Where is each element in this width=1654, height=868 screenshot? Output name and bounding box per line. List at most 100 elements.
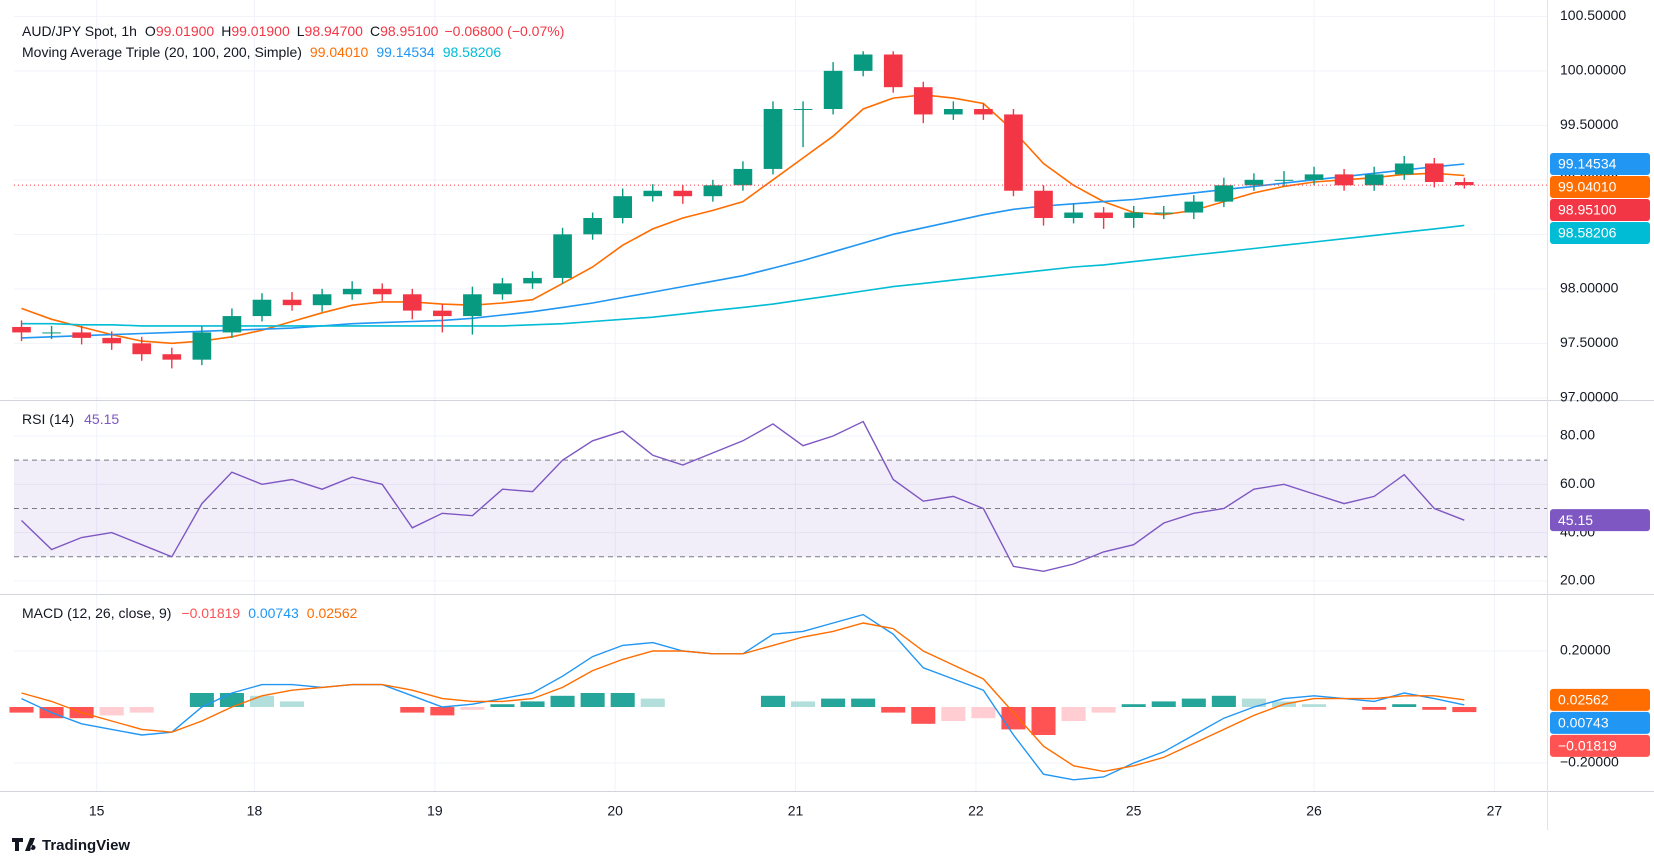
candle-body <box>1455 182 1474 186</box>
quote-value: 99.01900 <box>231 23 290 39</box>
axis-value-label: 98.95100 <box>1558 202 1617 218</box>
candle-body <box>523 277 542 284</box>
candle-body <box>1424 163 1444 183</box>
macd-histogram-bar <box>1452 707 1477 713</box>
candle-body <box>703 185 723 197</box>
candle-body <box>1364 174 1384 186</box>
candle-body <box>282 299 302 306</box>
candle-body <box>1334 174 1354 186</box>
macd-legend-value: 0.02562 <box>307 605 358 621</box>
candle-body <box>883 54 903 88</box>
axis-value-box <box>1550 688 1650 711</box>
rsi-legend: RSI (14) 45.15 <box>22 411 119 427</box>
rsi-legend-value: 45.15 <box>84 411 119 427</box>
candle-body <box>132 343 152 355</box>
ma-legend: Moving Average Triple (20, 100, 200, Sim… <box>22 44 501 60</box>
candle-body <box>222 316 242 333</box>
macd-histogram-bar <box>189 693 214 707</box>
axis-value-box <box>1550 221 1650 244</box>
macd-histogram-bar <box>610 693 635 707</box>
macd-histogram-bar <box>821 698 846 707</box>
y-tick-label: −0.20000 <box>1560 754 1619 770</box>
quote-change: −0.06800 (−0.07%) <box>444 23 564 39</box>
macd-histogram-bar <box>1151 701 1176 707</box>
axis-value-box <box>1550 175 1650 198</box>
macd-histogram-bar <box>640 698 665 707</box>
candle-body <box>553 234 572 278</box>
axis-value-label: 99.14534 <box>1558 156 1617 172</box>
macd-histogram-bar <box>490 704 515 707</box>
candle-body <box>853 54 873 71</box>
candle-body <box>312 294 332 306</box>
candle-body <box>342 288 362 295</box>
candle-body <box>1244 179 1264 186</box>
axis-value-label: −0.01819 <box>1558 738 1617 754</box>
axis-value-label: 45.15 <box>1558 512 1593 528</box>
candle-body <box>12 326 31 333</box>
x-tick-label: 22 <box>968 803 984 819</box>
macd-histogram-bar <box>1241 698 1266 707</box>
candle-body <box>463 294 482 317</box>
quote-key: O <box>145 23 156 39</box>
logo-text: TradingView <box>42 837 130 854</box>
macd-histogram-bar <box>219 693 244 707</box>
candle-body <box>252 299 272 317</box>
candle-body <box>372 288 392 295</box>
y-tick-label: 100.00000 <box>1560 62 1626 78</box>
rsi-legend-title: RSI (14) <box>22 411 74 427</box>
candle-body <box>1394 163 1414 175</box>
candle-body <box>1274 179 1294 181</box>
x-tick-label: 19 <box>427 803 443 819</box>
ma-legend-value: 99.14534 <box>376 44 435 60</box>
axis-value-box <box>1550 152 1650 175</box>
macd-histogram-bar <box>129 707 154 713</box>
y-tick-label: 80.00 <box>1560 427 1595 443</box>
x-tick-label: 18 <box>247 803 263 819</box>
x-tick-label: 15 <box>89 803 105 819</box>
candle-body <box>763 108 783 169</box>
y-tick-label: 100.50000 <box>1560 7 1626 23</box>
axis-value-label: 0.00743 <box>1558 715 1609 731</box>
axis-value-box <box>1550 734 1650 757</box>
axis-value-label: 0.02562 <box>1558 692 1609 708</box>
macd-histogram-bar <box>1031 707 1056 735</box>
macd-histogram-bar <box>580 693 605 707</box>
candle-body <box>1214 185 1234 202</box>
candle-body <box>793 108 813 110</box>
macd-histogram-bar <box>1392 704 1417 707</box>
macd-histogram-bar <box>971 707 996 719</box>
candle-body <box>613 196 633 218</box>
x-tick-label: 20 <box>607 803 623 819</box>
macd-histogram-bar <box>550 695 575 707</box>
quote-value: 98.94700 <box>305 23 364 39</box>
quote-value: 98.95100 <box>380 23 439 39</box>
axis-value-box <box>1550 509 1650 532</box>
macd-histogram-bar <box>430 707 455 716</box>
candle-body <box>192 332 212 360</box>
candle-body <box>402 294 422 311</box>
x-tick-label: 25 <box>1126 803 1142 819</box>
candle-body <box>42 332 61 334</box>
macd-histogram-bar <box>1001 707 1026 730</box>
candle-body <box>162 354 182 360</box>
candle-body <box>974 108 993 115</box>
ma-legend-value: 99.04010 <box>310 44 369 60</box>
candle-body <box>72 332 91 338</box>
y-tick-label: 60.00 <box>1560 475 1595 491</box>
candle-body <box>913 87 933 115</box>
macd-histogram-bar <box>881 707 906 713</box>
y-tick-label: 0.20000 <box>1560 642 1611 658</box>
candle-body <box>433 310 452 317</box>
macd-histogram-bar <box>9 707 34 713</box>
quote-value: 99.01900 <box>156 23 215 39</box>
candle-body <box>1154 212 1174 214</box>
macd-histogram-bar <box>941 707 966 721</box>
candle-body <box>1004 114 1023 191</box>
symbol: AUD/JPY Spot, 1h <box>22 23 137 39</box>
candle-body <box>1184 201 1204 213</box>
macd-histogram-bar <box>1061 707 1086 721</box>
candle-body <box>643 190 663 197</box>
